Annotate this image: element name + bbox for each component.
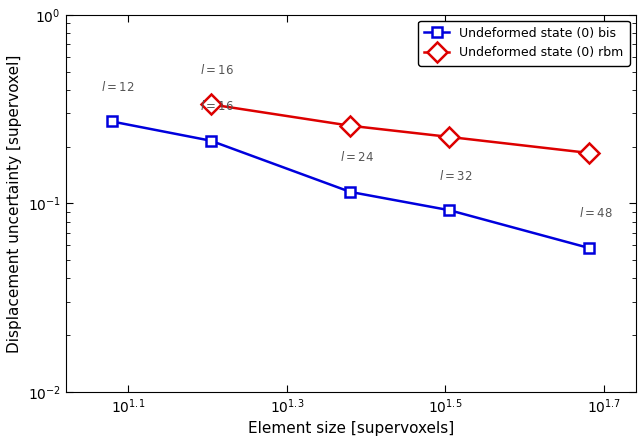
Line: Undeformed state (0) bis: Undeformed state (0) bis (107, 117, 594, 253)
Text: $l = 32$: $l = 32$ (439, 169, 473, 183)
Undeformed state (0) bis (207, 138, 215, 144)
Text: $l = 24$: $l = 24$ (340, 150, 374, 164)
Undeformed state (0) rbm (207, 102, 215, 107)
Legend: Undeformed state (0) bis, Undeformed state (0) rbm: Undeformed state (0) bis, Undeformed sta… (418, 21, 629, 66)
Text: $l = 48$: $l = 48$ (579, 206, 612, 221)
Undeformed state (0) bis (446, 208, 453, 213)
Y-axis label: Displacement uncertainty [supervoxel]: Displacement uncertainty [supervoxel] (7, 54, 22, 353)
Text: $l = 16$: $l = 16$ (200, 99, 234, 113)
Undeformed state (0) rbm (585, 150, 593, 155)
Undeformed state (0) rbm (347, 123, 354, 128)
Undeformed state (0) bis (585, 245, 593, 251)
Undeformed state (0) bis (347, 189, 354, 194)
Text: $l = 12$: $l = 12$ (101, 80, 134, 94)
Undeformed state (0) rbm (446, 134, 453, 140)
Text: $l = 16$: $l = 16$ (200, 63, 234, 77)
Undeformed state (0) bis (107, 119, 115, 124)
X-axis label: Element size [supervoxels]: Element size [supervoxels] (248, 421, 454, 436)
Line: Undeformed state (0) rbm: Undeformed state (0) rbm (204, 97, 596, 160)
